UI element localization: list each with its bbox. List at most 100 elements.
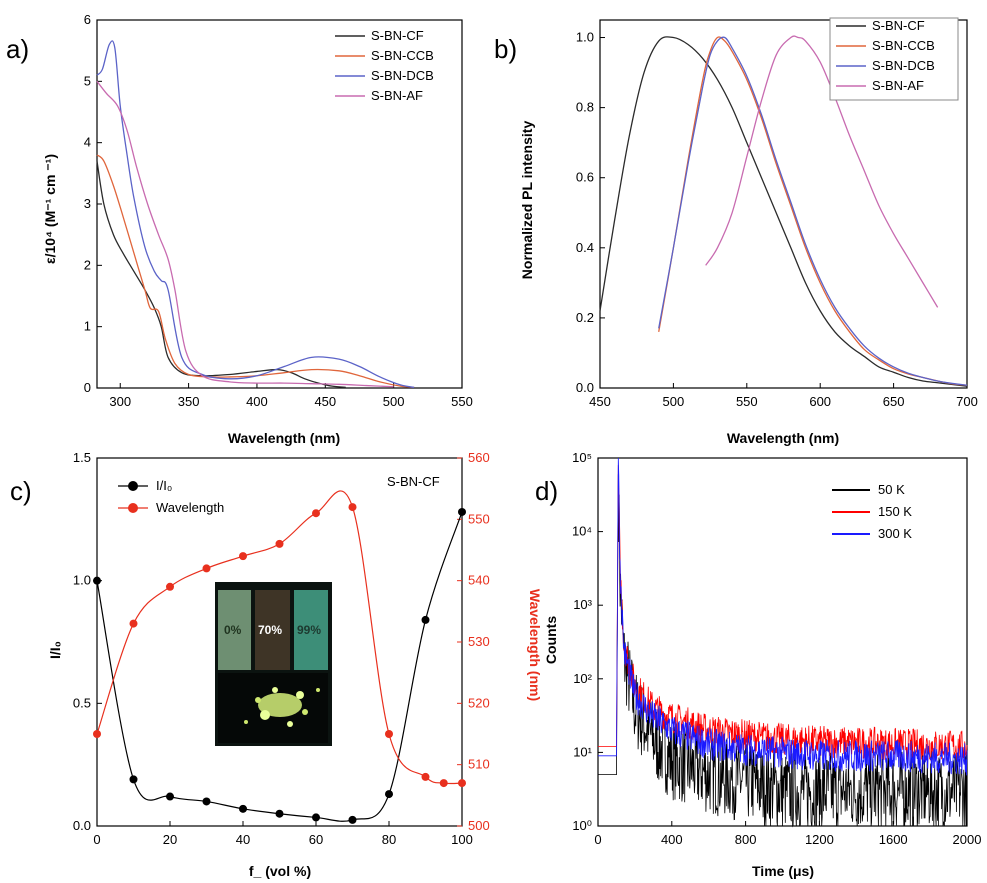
x-tick-label-a: 400: [246, 394, 268, 409]
vial-0: [218, 590, 251, 670]
y-tick-label-a: 1: [84, 319, 91, 334]
y-tick-label-c: 1.0: [73, 573, 91, 588]
x-tick-label-b: 450: [589, 394, 611, 409]
x-tick-label-b: 500: [663, 394, 685, 409]
legend-label-c: Wavelength: [156, 500, 224, 515]
data-point-c-intensity: [348, 815, 357, 824]
x-tick-label-a: 450: [314, 394, 336, 409]
vial-99: [294, 590, 328, 670]
y-tick-label-c: 1.5: [73, 450, 91, 465]
axis-title-b-x: Wavelength (nm): [727, 430, 839, 446]
y2-tick-label-c: 520: [468, 695, 490, 710]
axis-title-c-x: f_ (vol %): [249, 863, 311, 879]
axis-title-a-x: Wavelength (nm): [228, 430, 340, 446]
y-tick-label-c: 0.5: [73, 695, 91, 710]
data-point-c-wavelength: [202, 564, 211, 573]
legend-label-d: 150 K: [878, 504, 912, 519]
x-tick-label-c: 20: [163, 832, 177, 847]
legend-label-d: 50 K: [878, 482, 905, 497]
y2-tick-label-c: 510: [468, 757, 490, 772]
y-tick-label-d: 10⁵: [572, 450, 592, 465]
y-tick-label-a: 5: [84, 73, 91, 88]
x-tick-label-c: 60: [309, 832, 323, 847]
series-line-a-af: [96, 80, 394, 388]
y-tick-label-d: 10¹: [573, 744, 592, 759]
panel-label-b: b): [494, 34, 517, 64]
y2-tick-label-c: 550: [468, 511, 490, 526]
legend-label-b: S-BN-CF: [872, 18, 925, 33]
data-point-c-wavelength: [166, 582, 174, 591]
x-tick-label-a: 500: [383, 394, 405, 409]
data-point-c-wavelength: [421, 772, 430, 781]
x-tick-label-c: 80: [382, 832, 396, 847]
legend-label-a: S-BN-DCB: [371, 68, 434, 83]
y-tick-label-d: 10³: [573, 597, 592, 612]
y2-tick-label-c: 560: [468, 450, 490, 465]
annotation-c: S-BN-CF: [387, 474, 440, 489]
series-line-b-ccb: [658, 36, 968, 386]
inset-photo: 0% 70% 99%: [215, 582, 332, 746]
axis-title-c-y2: Wavelength (nm): [527, 589, 543, 701]
x-tick-label-a: 350: [178, 394, 200, 409]
data-point-c-intensity: [166, 792, 174, 801]
x-tick-label-d: 1200: [805, 832, 834, 847]
y-tick-label-b: 0.6: [576, 170, 594, 185]
x-tick-label-d: 2000: [953, 832, 982, 847]
axis-title-c-y: I/I₀: [47, 641, 63, 659]
data-point-c-intensity: [458, 507, 466, 516]
y-tick-label-b: 1.0: [576, 30, 594, 45]
inset-label-0: 0%: [224, 623, 242, 637]
y-tick-label-c: 0.0: [73, 818, 91, 833]
y-tick-label-a: 4: [84, 135, 91, 150]
data-point-c-intensity: [421, 615, 430, 624]
y-tick-label-a: 3: [84, 196, 91, 211]
y-tick-label-a: 0: [84, 380, 91, 395]
x-tick-label-d: 1600: [879, 832, 908, 847]
series-line-b-dcb: [658, 36, 968, 386]
y-tick-label-b: 0.0: [576, 380, 594, 395]
data-point-c-intensity: [312, 813, 320, 822]
data-point-c-wavelength: [93, 730, 101, 738]
x-tick-label-b: 550: [736, 394, 758, 409]
inset-label-70: 70%: [258, 623, 282, 637]
data-point-c-wavelength: [312, 509, 320, 518]
x-tick-label-a: 550: [451, 394, 473, 409]
legend-label-b: S-BN-DCB: [872, 58, 935, 73]
y2-tick-label-c: 500: [468, 818, 490, 833]
y-tick-label-d: 10²: [573, 671, 592, 686]
data-point-c-intensity: [202, 797, 211, 806]
fluorescent-crystals: [244, 687, 320, 727]
x-tick-label-d: 800: [735, 832, 757, 847]
y-tick-label-a: 2: [84, 257, 91, 272]
y-tick-label-d: 10⁴: [572, 524, 592, 539]
data-point-c-wavelength: [458, 779, 466, 788]
legend-label-d: 300 K: [878, 526, 912, 541]
data-point-c-wavelength: [439, 779, 448, 788]
axis-title-d-x: Time (μs): [752, 863, 814, 879]
legend-label-a: S-BN-AF: [371, 88, 423, 103]
series-line-d-300k: [598, 457, 968, 776]
legend-label-c: I/I₀: [156, 478, 172, 493]
panel-label-c: c): [10, 476, 32, 506]
x-tick-label-d: 0: [594, 832, 601, 847]
x-tick-label-b: 700: [956, 394, 978, 409]
axis-title-b-y: Normalized PL intensity: [519, 121, 535, 280]
data-point-c-wavelength: [239, 552, 247, 561]
data-point-c-intensity: [129, 775, 138, 784]
axis-title-a-y: ε/10⁴ (M⁻¹ cm ⁻¹): [42, 154, 58, 264]
series-line-a-dcb: [96, 40, 415, 389]
legend-marker-c: [128, 503, 138, 513]
legend-label-a: S-BN-CCB: [371, 48, 434, 63]
series-line-b-cf: [599, 36, 968, 387]
series-line-a-ccb: [96, 154, 415, 389]
panel-label-a: a): [6, 34, 29, 64]
data-point-c-wavelength: [129, 619, 138, 628]
series-line-a-cf: [96, 160, 346, 389]
x-tick-label-c: 40: [236, 832, 250, 847]
data-point-c-wavelength: [275, 539, 284, 548]
y-tick-label-b: 0.4: [576, 240, 594, 255]
data-point-c-intensity: [93, 576, 101, 585]
data-point-c-wavelength: [348, 503, 357, 512]
y-tick-label-d: 10⁰: [572, 818, 592, 833]
